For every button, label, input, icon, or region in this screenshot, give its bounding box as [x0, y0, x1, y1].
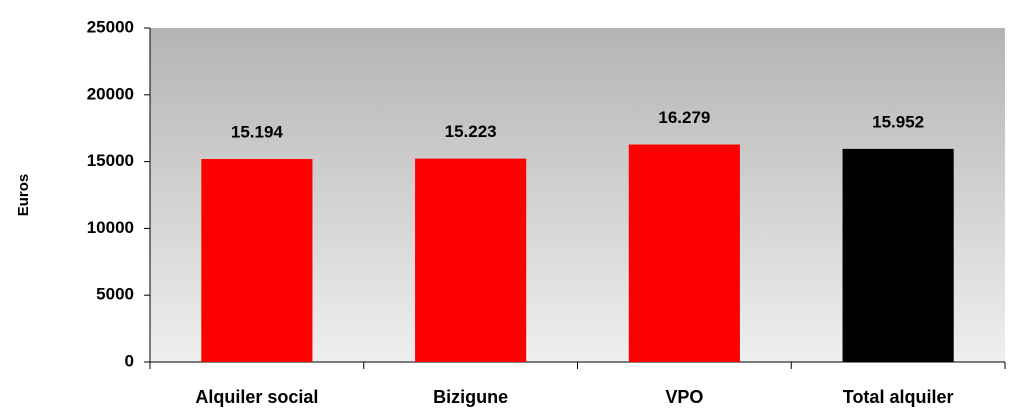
y-tick-label: 5000 — [96, 285, 134, 304]
y-tick-label: 0 — [125, 351, 134, 370]
value-label: 15.223 — [445, 122, 497, 141]
bar — [415, 158, 527, 362]
x-tick-label: Bizigune — [433, 387, 508, 407]
bar — [628, 144, 740, 362]
y-tick-label: 10000 — [87, 218, 134, 237]
y-tick-label: 25000 — [87, 17, 134, 36]
x-tick-label: VPO — [665, 387, 703, 407]
value-label: 15.952 — [872, 112, 924, 131]
y-tick-label: 15000 — [87, 151, 134, 170]
y-tick-label: 20000 — [87, 84, 134, 103]
value-label: 16.279 — [658, 108, 710, 127]
x-tick-label: Total alquiler — [843, 387, 954, 407]
x-tick-label: Alquiler social — [195, 387, 318, 407]
bar — [201, 159, 313, 362]
bar — [842, 148, 954, 362]
value-label: 15.194 — [231, 122, 284, 141]
y-axis-label: Euros — [15, 174, 32, 217]
